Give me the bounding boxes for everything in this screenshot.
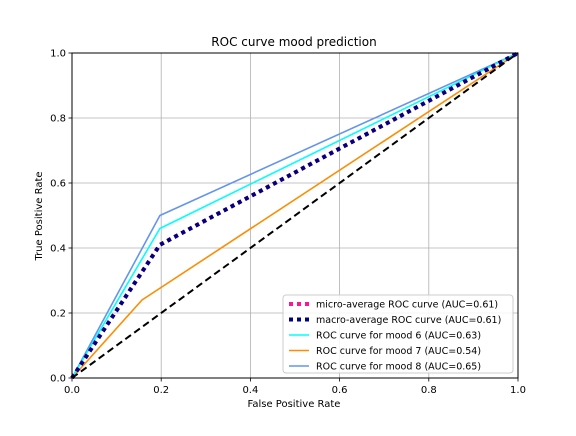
y-axis-label: True Positive Rate [34,171,45,261]
y-tick-label: 0.4 [50,244,66,255]
y-tick-label: 0.8 [50,114,66,125]
legend-box [282,294,514,374]
y-tick-label: 1.0 [50,49,66,60]
ticks: 0.0 0.2 0.4 0.6 0.8 1.0 0.0 0.2 0.4 0.6 0.8 1.0 [50,49,526,397]
series-line [71,52,519,379]
legend-label: ROC curve for mood 8 (AUC=0.65) [316,362,481,373]
x-tick-label: 0.0 [64,385,80,396]
legend-label: ROC curve for mood 7 (AUC=0.54) [316,346,481,357]
x-tick-label: 0.2 [153,385,169,396]
x-tick-label: 1.0 [510,385,526,396]
series-line [71,52,519,379]
legend-label: ROC curve for mood 6 (AUC=0.63) [316,331,481,342]
reference-diagonal-line [71,52,519,379]
x-tick-label: 0.4 [242,385,258,396]
series-layer [70,51,519,380]
y-tick-label: 0.6 [50,179,66,190]
chart-title: ROC curve mood prediction [211,35,376,49]
axes-frame [71,52,519,379]
legend-label: micro-average ROC curve (AUC=0.61) [316,300,498,311]
x-tick-label: 0.8 [421,385,437,396]
series-line [71,52,519,379]
x-axis-label: False Positive Rate [248,399,341,410]
y-tick-label: 0.2 [50,309,66,320]
x-tick-label: 0.6 [332,385,348,396]
y-tick-label: 0.0 [50,374,66,385]
legend-label: macro-average ROC curve (AUC=0.61) [316,315,501,326]
legend: micro-average ROC curve (AUC=0.61) macro-… [282,294,514,374]
